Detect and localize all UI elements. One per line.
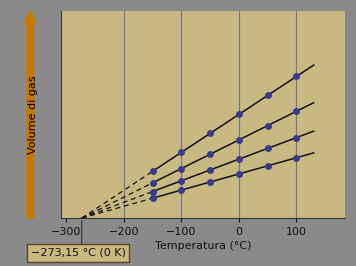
X-axis label: Temperatura (°C): Temperatura (°C)	[155, 241, 251, 251]
Text: Volume di gas: Volume di gas	[28, 75, 38, 154]
Text: −273,15 °C (0 K): −273,15 °C (0 K)	[31, 248, 126, 258]
